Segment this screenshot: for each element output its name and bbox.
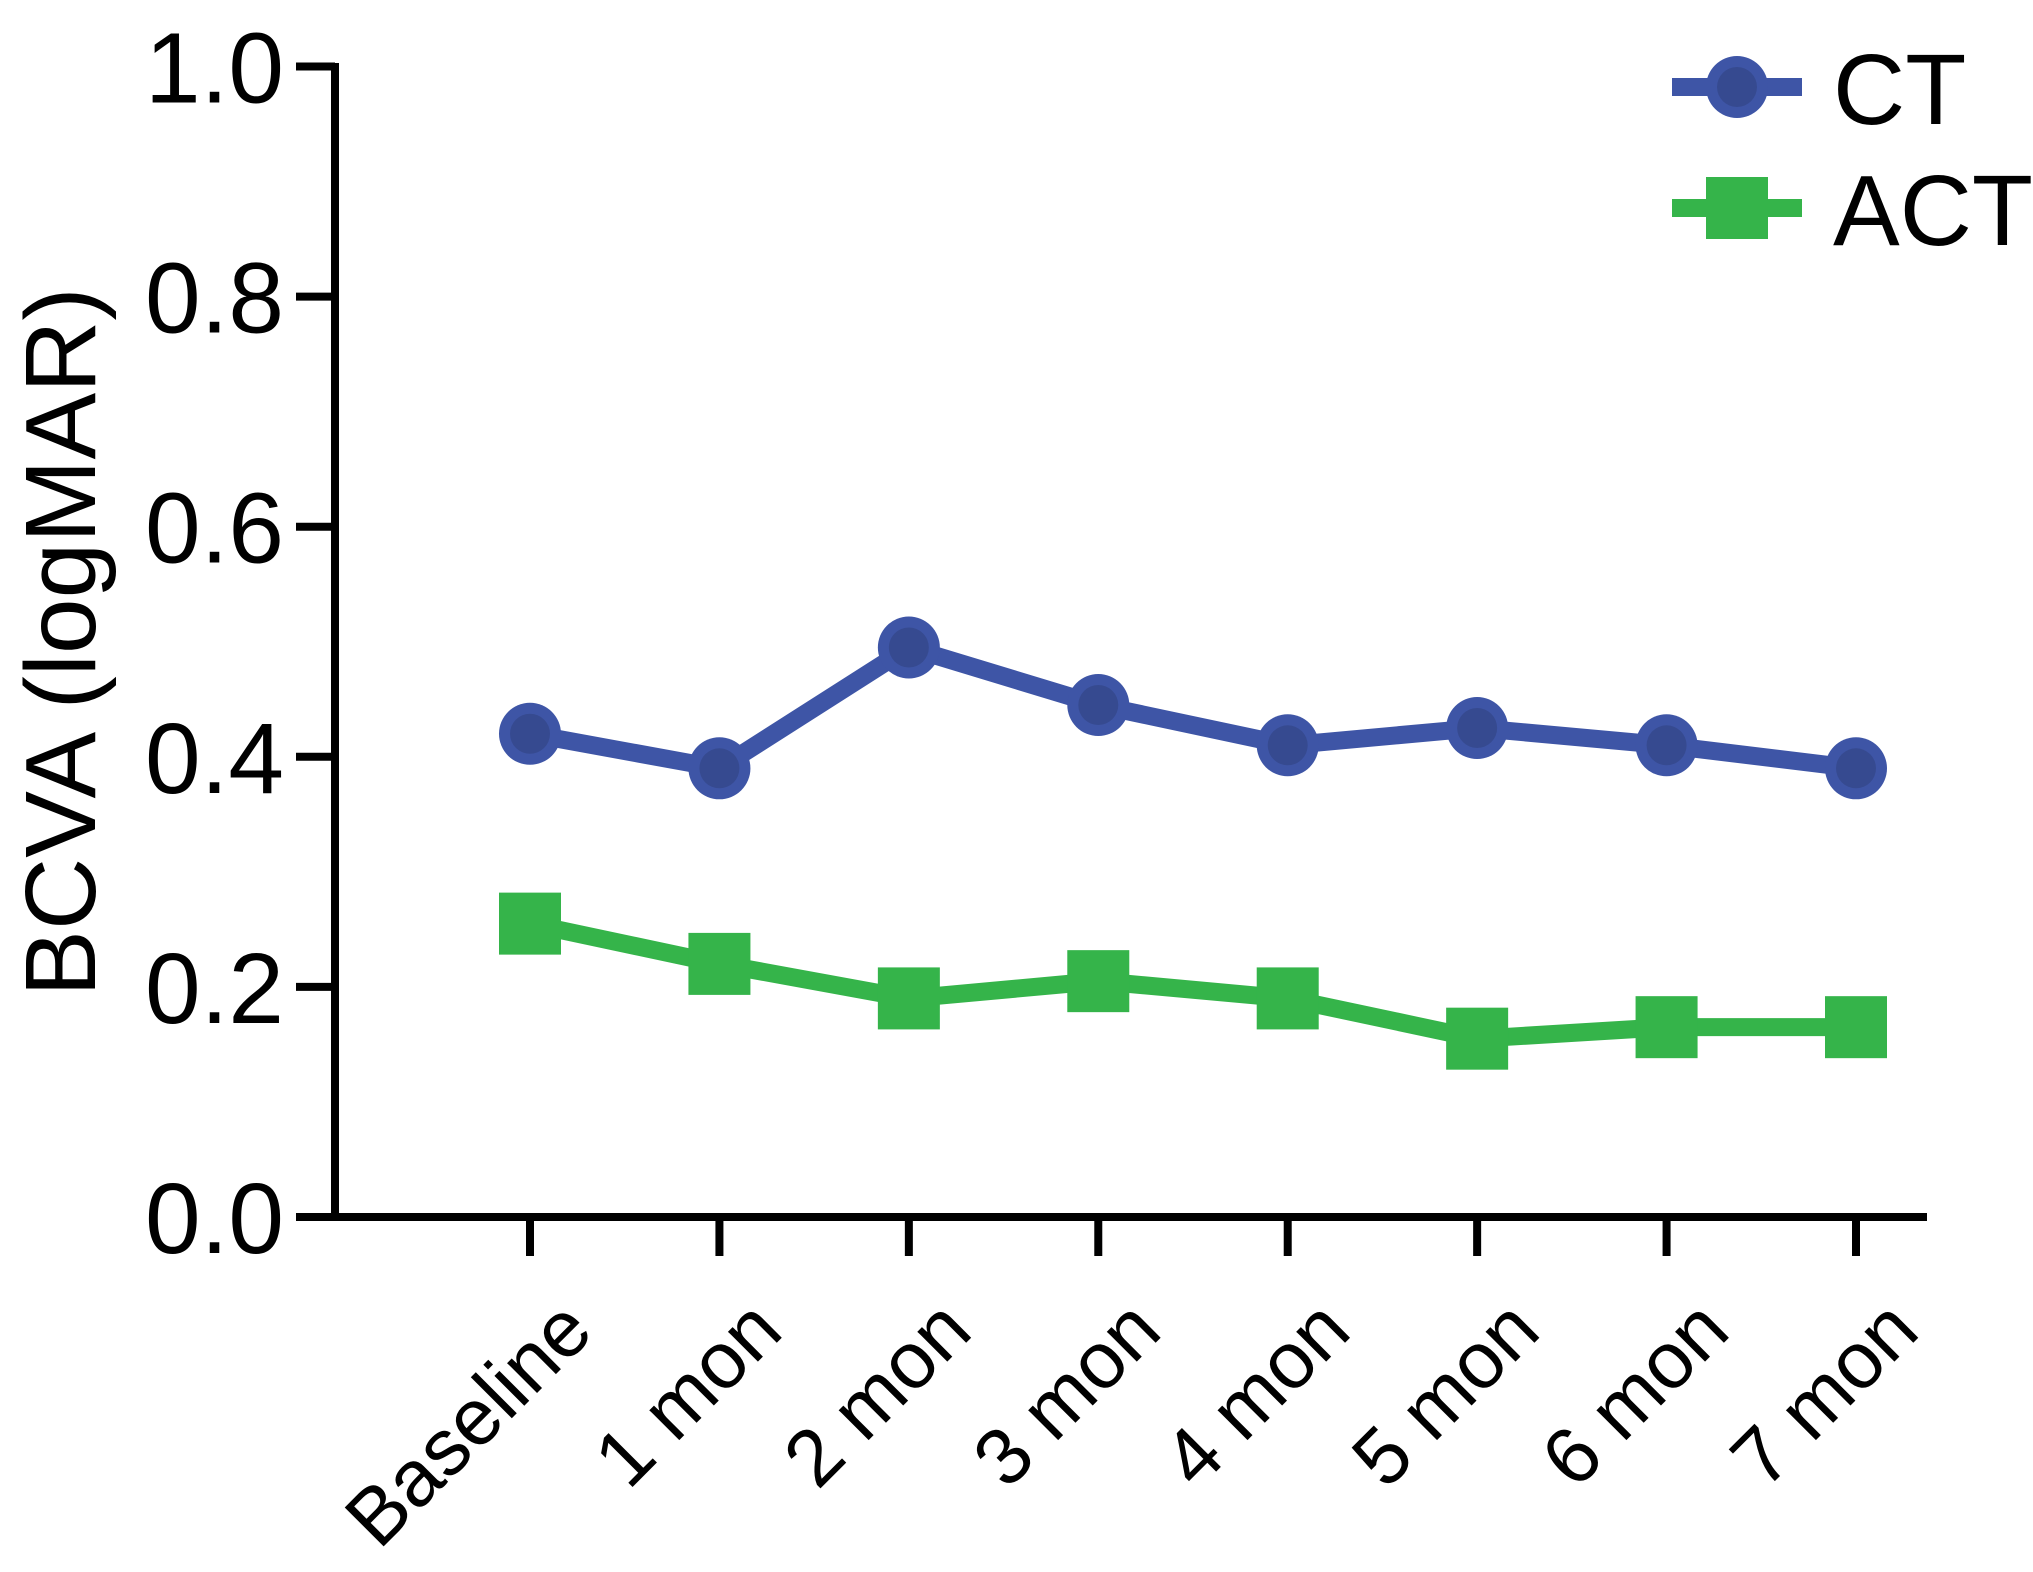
act-point xyxy=(1446,1007,1509,1070)
ct-point xyxy=(1446,697,1509,760)
act-point xyxy=(1067,950,1130,1013)
ct-point-core xyxy=(1836,748,1876,789)
series-line-ct xyxy=(528,638,1858,778)
ct-point-core xyxy=(699,748,740,789)
y-tick-label: 0.8 xyxy=(145,243,284,355)
legend-act-label: ACT xyxy=(1833,155,2033,267)
ct-point-core xyxy=(1267,725,1308,766)
act-point xyxy=(1635,996,1698,1059)
ct-point-core xyxy=(510,713,550,754)
y-tick-label: 0.0 xyxy=(145,1163,284,1275)
legend-ct-label: CT xyxy=(1833,34,1966,146)
x-tick-label: 6 mon xyxy=(1524,1283,1744,1503)
y-tick-label: 0.6 xyxy=(145,473,284,585)
x-tick-label: 2 mon xyxy=(767,1283,987,1503)
y-tick-label: 0.2 xyxy=(145,933,284,1045)
ct-point xyxy=(1067,674,1130,737)
ct-point xyxy=(877,616,940,679)
ct-point xyxy=(1635,714,1698,777)
act-point xyxy=(1825,996,1887,1059)
ct-point-core xyxy=(1646,725,1687,766)
circle-marker-icon xyxy=(1706,56,1768,118)
x-tick-label: 1 mon xyxy=(577,1283,797,1503)
y-axis-title: BCVA (logMAR) xyxy=(5,287,117,996)
act-point xyxy=(1256,967,1319,1030)
act-point xyxy=(877,967,940,1030)
ct-point-core xyxy=(888,627,929,668)
ct-point xyxy=(1256,714,1319,777)
x-tick-label: Baseline xyxy=(328,1283,608,1563)
x-tick-label: 4 mon xyxy=(1146,1283,1366,1503)
square-marker-icon xyxy=(1706,177,1768,239)
ct-point-core xyxy=(1457,708,1498,749)
ct-point xyxy=(688,737,751,800)
act-point xyxy=(688,932,751,995)
x-tick-label: 5 mon xyxy=(1335,1283,1555,1503)
x-tick-label: 7 mon xyxy=(1714,1283,1934,1503)
act-point xyxy=(499,892,561,955)
y-tick-label: 0.4 xyxy=(145,703,284,815)
series-line-act xyxy=(528,914,1856,1048)
ct-point xyxy=(499,702,561,765)
ct-point xyxy=(1825,737,1887,800)
circle-marker-core-icon xyxy=(1717,67,1757,107)
x-tick-label: 3 mon xyxy=(956,1283,1176,1503)
ct-point-core xyxy=(1078,685,1119,726)
y-tick-label: 1.0 xyxy=(145,13,284,125)
